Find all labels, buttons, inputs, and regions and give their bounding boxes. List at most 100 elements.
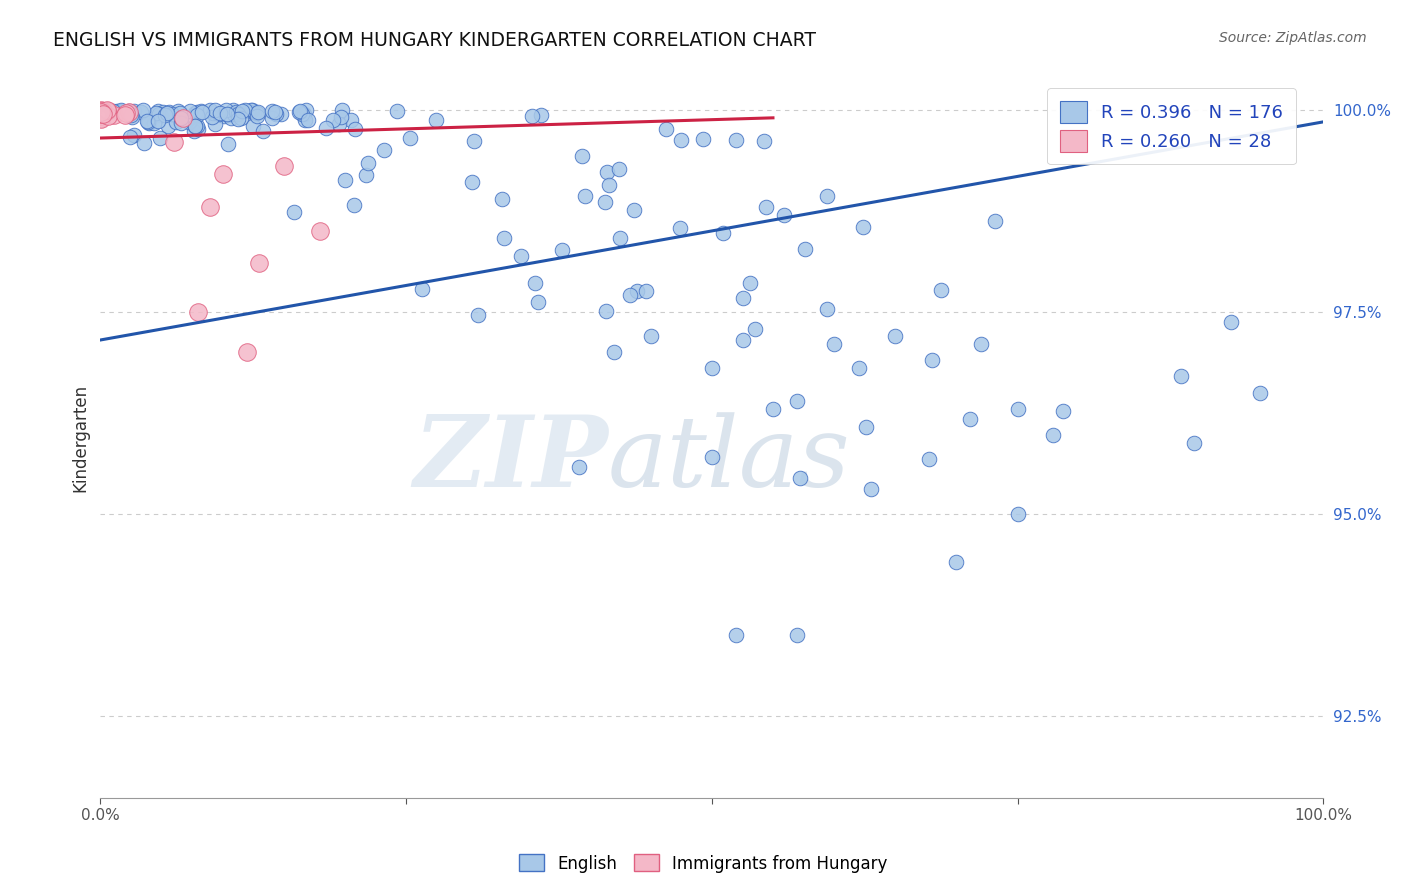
- Point: [96, 103, 118, 118]
- Point: [752, 134, 775, 148]
- Point: [596, 165, 619, 179]
- Point: [118, 104, 141, 119]
- Point: [211, 167, 233, 181]
- Point: [162, 107, 184, 121]
- Point: [233, 103, 256, 117]
- Point: [571, 149, 593, 163]
- Point: [294, 113, 316, 128]
- Point: [945, 555, 967, 569]
- Point: [217, 108, 239, 122]
- Point: [186, 105, 208, 120]
- Point: [148, 114, 170, 128]
- Point: [111, 104, 134, 119]
- Point: [855, 420, 877, 434]
- Point: [356, 168, 378, 182]
- Point: [229, 111, 252, 125]
- Point: [114, 108, 136, 122]
- Point: [568, 459, 591, 474]
- Point: [149, 131, 172, 145]
- Point: [260, 111, 283, 125]
- Point: [654, 121, 676, 136]
- Point: [169, 106, 191, 120]
- Point: [297, 112, 319, 127]
- Point: [240, 103, 263, 117]
- Point: [399, 131, 422, 145]
- Point: [110, 103, 132, 118]
- Point: [212, 109, 235, 123]
- Point: [131, 103, 153, 118]
- Point: [215, 103, 238, 118]
- Point: [692, 131, 714, 145]
- Point: [755, 200, 778, 214]
- Point: [671, 133, 693, 147]
- Point: [148, 107, 170, 121]
- Point: [231, 104, 253, 119]
- Point: [165, 114, 187, 128]
- Point: [333, 173, 356, 187]
- Point: [357, 155, 380, 169]
- Point: [167, 103, 190, 118]
- Point: [209, 106, 232, 120]
- Point: [224, 107, 246, 121]
- Point: [1249, 385, 1271, 400]
- Point: [170, 111, 193, 125]
- Point: [983, 213, 1005, 227]
- Point: [138, 115, 160, 129]
- Point: [121, 110, 143, 124]
- Point: [129, 104, 152, 119]
- Point: [263, 105, 285, 120]
- Point: [315, 121, 337, 136]
- Point: [852, 219, 875, 234]
- Point: [103, 108, 125, 122]
- Text: Source: ZipAtlas.com: Source: ZipAtlas.com: [1219, 31, 1367, 45]
- Point: [309, 224, 332, 238]
- Point: [186, 108, 208, 122]
- Point: [527, 294, 550, 309]
- Point: [246, 105, 269, 120]
- Point: [329, 110, 352, 124]
- Point: [598, 178, 620, 192]
- Point: [217, 107, 239, 121]
- Point: [204, 117, 226, 131]
- Point: [574, 188, 596, 202]
- Point: [149, 108, 172, 122]
- Point: [222, 103, 245, 117]
- Point: [859, 483, 882, 497]
- Point: [170, 115, 193, 129]
- Point: [609, 231, 631, 245]
- Point: [124, 103, 146, 118]
- Point: [619, 288, 641, 302]
- Point: [340, 113, 363, 128]
- Point: [700, 450, 723, 464]
- Point: [157, 104, 180, 119]
- Point: [328, 117, 350, 131]
- Point: [101, 104, 124, 119]
- Point: [762, 401, 785, 416]
- Text: ENGLISH VS IMMIGRANTS FROM HUNGARY KINDERGARTEN CORRELATION CHART: ENGLISH VS IMMIGRANTS FROM HUNGARY KINDE…: [53, 31, 817, 50]
- Legend: R = 0.396   N = 176, R = 0.260   N = 28: R = 0.396 N = 176, R = 0.260 N = 28: [1047, 88, 1296, 164]
- Point: [1007, 401, 1029, 416]
- Point: [156, 105, 179, 120]
- Point: [120, 129, 142, 144]
- Point: [157, 119, 180, 133]
- Point: [463, 134, 485, 148]
- Point: [425, 112, 447, 127]
- Point: [283, 205, 305, 219]
- Point: [200, 200, 222, 214]
- Point: [90, 103, 112, 118]
- Point: [242, 106, 264, 120]
- Text: atlas: atlas: [607, 412, 851, 507]
- Point: [524, 276, 547, 290]
- Legend: English, Immigrants from Hungary: English, Immigrants from Hungary: [512, 847, 894, 880]
- Point: [786, 628, 808, 642]
- Point: [184, 105, 207, 120]
- Point: [97, 103, 120, 118]
- Point: [90, 104, 112, 119]
- Point: [177, 115, 200, 129]
- Point: [246, 104, 269, 119]
- Point: [90, 103, 112, 118]
- Point: [929, 283, 952, 297]
- Point: [970, 337, 993, 351]
- Point: [90, 104, 112, 119]
- Point: [786, 394, 808, 409]
